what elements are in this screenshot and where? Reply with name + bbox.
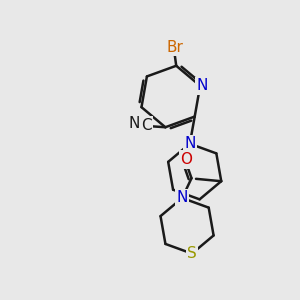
Text: N: N: [128, 116, 140, 131]
Text: Br: Br: [166, 40, 183, 55]
Text: O: O: [180, 152, 192, 167]
Text: N: N: [184, 136, 196, 151]
Text: N: N: [176, 190, 188, 206]
Text: C: C: [141, 118, 152, 133]
Text: N: N: [197, 78, 208, 93]
Text: S: S: [187, 246, 197, 261]
